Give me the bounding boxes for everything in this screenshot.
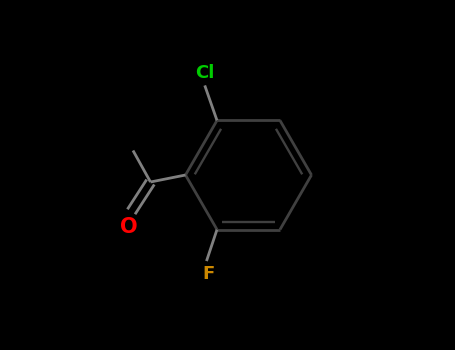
Text: Cl: Cl xyxy=(195,64,214,82)
Text: O: O xyxy=(120,217,137,237)
Text: F: F xyxy=(202,265,214,283)
